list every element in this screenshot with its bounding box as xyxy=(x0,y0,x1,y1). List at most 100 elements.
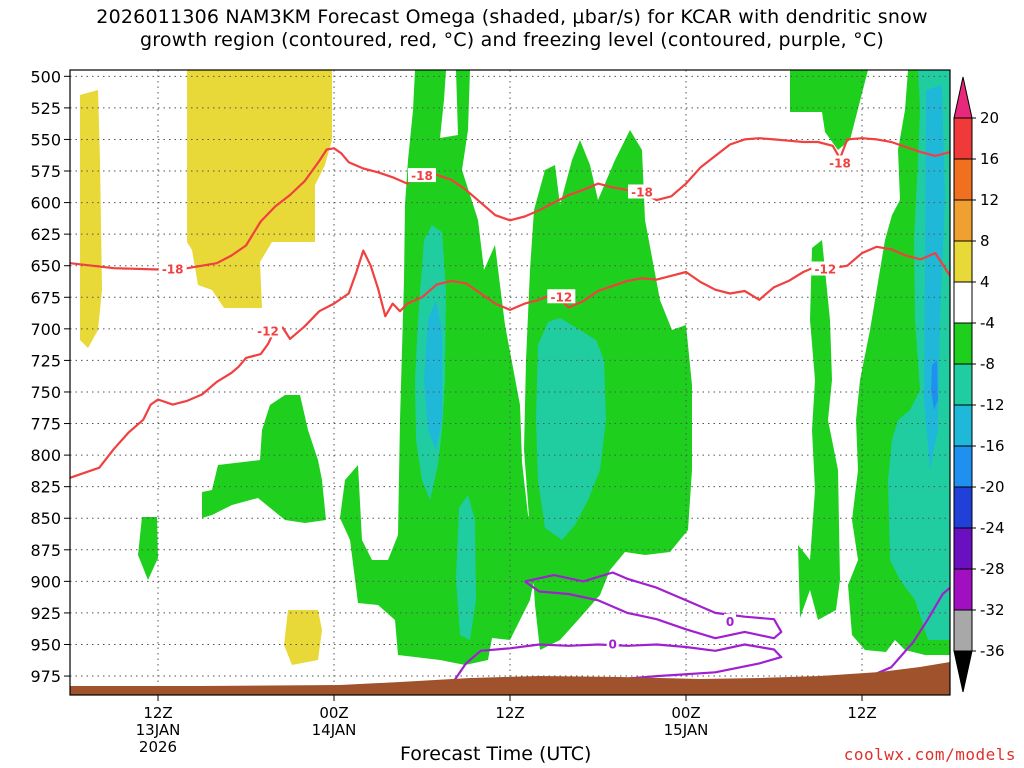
y-tick-label: 850 xyxy=(30,509,61,528)
y-tick-label: 575 xyxy=(30,162,61,181)
y-tick-label: 600 xyxy=(30,194,61,213)
colorbar-bin xyxy=(953,199,973,242)
contour-label-bg xyxy=(254,323,282,338)
y-tick-label: 900 xyxy=(30,572,61,591)
colorbar-label: -28 xyxy=(980,560,1005,578)
omega-negative-region xyxy=(202,395,326,523)
colorbar-bin xyxy=(953,609,973,652)
omega-negative-region xyxy=(931,360,938,410)
x-tick-label: 00Z xyxy=(319,704,348,722)
omega-negative-region xyxy=(536,318,606,540)
x-tick-label: 14JAN xyxy=(312,721,357,739)
y-tick-label: 700 xyxy=(30,320,61,339)
colorbar-label: 20 xyxy=(980,109,999,127)
terrain-surface xyxy=(70,662,950,695)
y-tick-label: 975 xyxy=(30,667,61,686)
credit-link[interactable]: coolwx.com/models xyxy=(843,745,1016,764)
colorbar: 20 16 12 8 4 -4 -8 -12 -16 -20 -24 -28 -32 -36 xyxy=(953,76,1005,693)
y-tick-label: 725 xyxy=(30,351,61,370)
contour-value-label: -18 xyxy=(829,156,851,170)
y-axis: 500 525 550 575 600 625 650 675 700 725 750 775 800 8… xyxy=(30,67,70,686)
colorbar-label: -16 xyxy=(980,437,1005,455)
omega-positive-region xyxy=(80,90,102,348)
contour-label-bg xyxy=(724,613,736,628)
omega-negative-region xyxy=(424,300,442,450)
colorbar-label: 16 xyxy=(980,150,999,168)
colorbar-label: -24 xyxy=(980,519,1005,537)
colorbar-bin xyxy=(953,281,973,324)
contour-value-label: -12 xyxy=(257,324,279,338)
colorbar-bin xyxy=(953,158,973,201)
dgs-contour-line xyxy=(70,245,950,479)
colorbar-label: -12 xyxy=(980,396,1005,414)
omega-negative-region xyxy=(456,495,476,640)
colorbar-bin xyxy=(953,240,973,283)
colorbar-bin xyxy=(953,117,973,160)
y-tick-label: 625 xyxy=(30,225,61,244)
omega-negative-region xyxy=(798,240,840,620)
colorbar-label: -32 xyxy=(980,601,1005,619)
x-tick-label: 12Z xyxy=(495,704,524,722)
colorbar-label: -20 xyxy=(980,478,1005,496)
omega-shading-layer xyxy=(80,70,950,665)
freezing-level-contour xyxy=(450,643,783,688)
contour-value-label: 0 xyxy=(726,615,734,629)
y-tick-label: 550 xyxy=(30,130,61,149)
contour-value-label: -18 xyxy=(631,185,653,199)
contour-label-bg xyxy=(811,261,840,276)
colorbar-bin xyxy=(953,404,973,447)
contour-label-bg xyxy=(158,261,187,276)
colorbar-label: -8 xyxy=(980,355,995,373)
colorbar-label: 12 xyxy=(980,191,999,209)
x-tick-label: 00Z xyxy=(671,704,700,722)
colorbar-bin xyxy=(953,322,973,365)
omega-negative-region xyxy=(138,517,158,580)
chart-title-line2: growth region (contoured, red, °C) and f… xyxy=(140,29,884,51)
y-tick-label: 500 xyxy=(30,67,61,86)
contour-value-label: -12 xyxy=(550,290,572,304)
omega-positive-region xyxy=(284,610,322,665)
contour-value-label: -18 xyxy=(411,169,433,183)
contour-label-bg xyxy=(547,289,576,304)
y-tick-label: 875 xyxy=(30,541,61,560)
contour-value-label: 0 xyxy=(608,637,616,651)
colorbar-bin xyxy=(953,486,973,529)
x-tick-label: 12Z xyxy=(143,704,172,722)
chart-title-line1: 2026011306 NAM3KM Forecast Omega (shaded… xyxy=(96,6,928,28)
colorbar-label: -36 xyxy=(980,642,1005,660)
colorbar-bin xyxy=(953,76,973,119)
y-tick-label: 800 xyxy=(30,446,61,465)
colorbar-label: 8 xyxy=(980,232,990,250)
x-tick-label: 2026 xyxy=(139,738,177,756)
x-tick-label: 12Z xyxy=(847,704,876,722)
colorbar-bin xyxy=(953,568,973,611)
y-tick-label: 950 xyxy=(30,635,61,654)
contour-label-bg xyxy=(606,636,619,651)
y-tick-label: 825 xyxy=(30,478,61,497)
colorbar-bin xyxy=(953,650,973,693)
omega-negative-region xyxy=(924,85,945,470)
contour-layer xyxy=(70,137,950,688)
colorbar-label: 4 xyxy=(980,273,990,291)
colorbar-bin xyxy=(953,363,973,406)
x-tick-label: 15JAN xyxy=(664,721,709,739)
omega-negative-region xyxy=(790,70,868,150)
y-tick-label: 525 xyxy=(30,99,61,118)
contour-label-layer: -18 -18 -18 -18 -12 -12 -12 0 0 xyxy=(158,155,854,651)
grid-lines xyxy=(70,70,950,695)
omega-positive-region xyxy=(187,70,332,308)
contour-label-bg xyxy=(628,184,656,199)
y-tick-label: 750 xyxy=(30,383,61,402)
y-tick-label: 925 xyxy=(30,604,61,623)
colorbar-label: -4 xyxy=(980,314,995,332)
colorbar-bin xyxy=(953,527,973,570)
contour-label-bg xyxy=(408,168,436,183)
y-tick-label: 775 xyxy=(30,415,61,434)
y-tick-label: 675 xyxy=(30,288,61,307)
x-axis-title: Forecast Time (UTC) xyxy=(400,743,592,765)
colorbar-bin xyxy=(953,445,973,488)
contour-value-label: -12 xyxy=(814,262,836,276)
contour-label-bg xyxy=(826,155,854,170)
x-tick-label: 13JAN xyxy=(136,721,181,739)
